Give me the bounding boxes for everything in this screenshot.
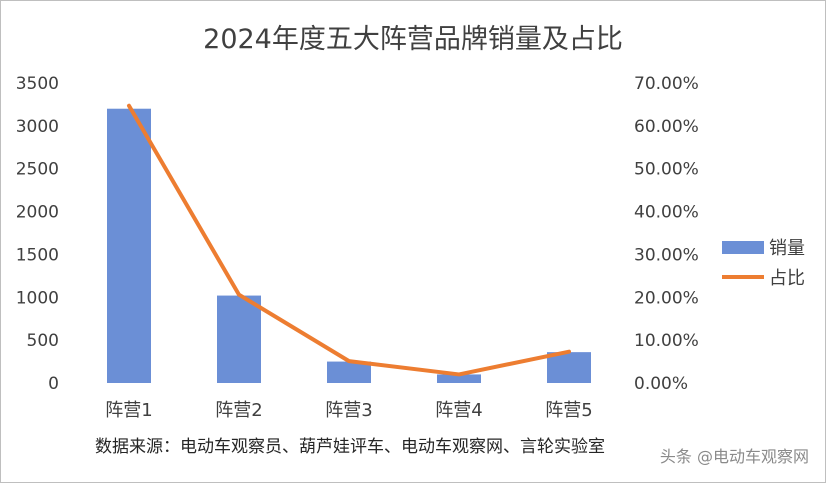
watermark: 头条 @电动车观察网 (660, 447, 809, 466)
legend-swatch-销量 (722, 241, 764, 254)
left-tick-label: 500 (27, 331, 59, 351)
bar-阵营1 (107, 108, 151, 383)
bar-阵营4 (437, 374, 481, 383)
left-tick-label: 1500 (16, 245, 59, 265)
left-axis: 0 500 1000 1500 2000 2500 3000 3500 (16, 74, 59, 394)
bar-series (107, 108, 591, 383)
right-tick-label: 10.00% (634, 331, 699, 351)
legend: 销量 占比 (722, 238, 805, 289)
left-tick-label: 2000 (16, 203, 59, 223)
category-label: 阵营1 (105, 400, 152, 421)
bar-阵营5 (547, 352, 591, 383)
right-tick-label: 50.00% (634, 160, 699, 180)
line-path (127, 103, 571, 377)
right-tick-label: 70.00% (634, 74, 699, 94)
right-tick-label: 40.00% (634, 203, 699, 223)
right-tick-label: 20.00% (634, 288, 699, 308)
category-label: 阵营2 (215, 400, 262, 421)
left-tick-label: 2500 (16, 160, 59, 180)
chart-title: 2024年度五大阵营品牌销量及占比 (203, 24, 623, 55)
bar-阵营3 (327, 361, 371, 383)
category-label: 阵营5 (545, 400, 592, 421)
right-tick-label: 60.00% (634, 117, 699, 137)
category-label: 阵营3 (325, 400, 372, 421)
category-axis: 阵营1 阵营2 阵营3 阵营4 阵营5 (105, 400, 592, 421)
left-tick-label: 1000 (16, 288, 59, 308)
right-tick-label: 0.00% (634, 374, 688, 394)
left-tick-label: 3500 (16, 74, 59, 94)
category-label: 阵营4 (435, 400, 482, 421)
right-axis: 0.00% 10.00% 20.00% 30.00% 40.00% 50.00% 60.00… (634, 74, 699, 394)
legend-label-销量: 销量 (769, 238, 805, 259)
bar-阵营2 (217, 295, 261, 383)
left-tick-label: 0 (48, 374, 59, 394)
line-series (127, 103, 571, 377)
right-tick-label: 30.00% (634, 245, 699, 265)
data-source-note: 数据来源：电动车观察员、葫芦娃评车、电动车观察网、言轮实验室 (95, 437, 605, 457)
legend-label-占比: 占比 (769, 268, 805, 289)
left-tick-label: 3000 (16, 117, 59, 137)
